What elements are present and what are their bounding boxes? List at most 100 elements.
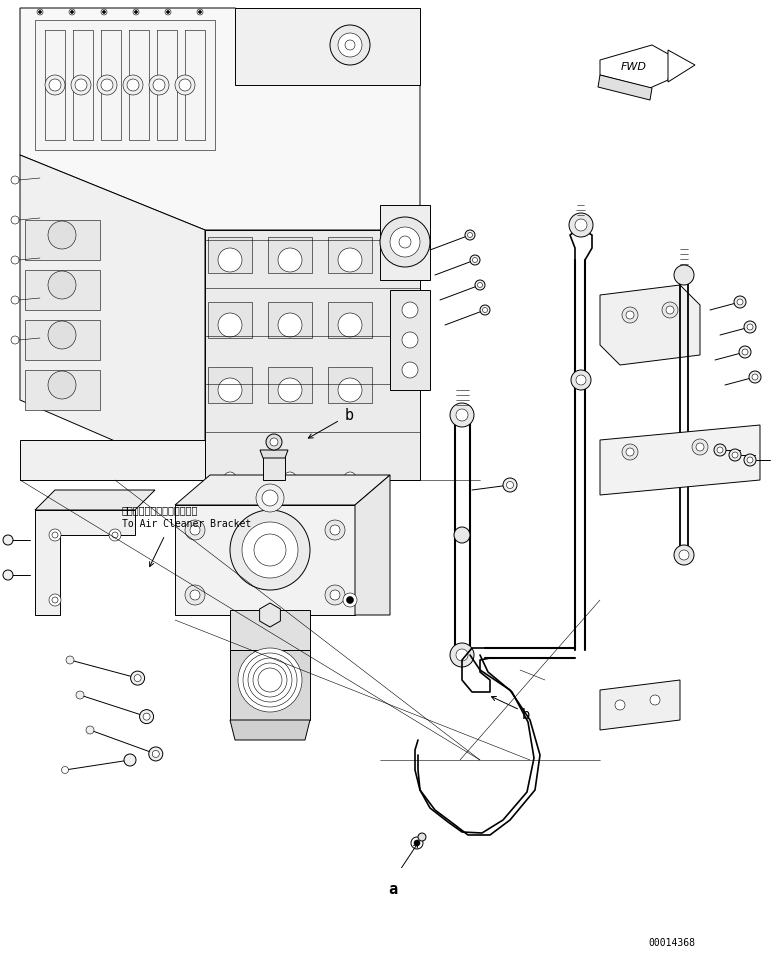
Circle shape — [402, 302, 418, 318]
Circle shape — [11, 176, 19, 184]
Text: 00014368: 00014368 — [648, 938, 695, 948]
Polygon shape — [328, 237, 372, 273]
Circle shape — [258, 668, 282, 692]
Circle shape — [747, 457, 753, 463]
Circle shape — [149, 747, 163, 761]
Circle shape — [622, 307, 638, 323]
Circle shape — [467, 232, 473, 238]
Circle shape — [143, 713, 150, 720]
Polygon shape — [25, 320, 100, 360]
Circle shape — [454, 527, 470, 543]
Circle shape — [402, 332, 418, 348]
Circle shape — [266, 434, 282, 450]
Text: b: b — [345, 408, 354, 422]
Circle shape — [11, 256, 19, 264]
Circle shape — [76, 691, 84, 699]
Polygon shape — [235, 8, 420, 85]
Circle shape — [744, 321, 756, 333]
Polygon shape — [260, 603, 280, 627]
Text: b: b — [522, 708, 530, 722]
Circle shape — [218, 378, 242, 402]
Circle shape — [450, 403, 474, 427]
Circle shape — [390, 227, 420, 257]
Circle shape — [330, 590, 340, 600]
Circle shape — [152, 751, 159, 757]
Circle shape — [338, 248, 362, 272]
Polygon shape — [600, 45, 670, 88]
Polygon shape — [355, 475, 390, 615]
Circle shape — [127, 79, 139, 91]
Circle shape — [109, 529, 121, 541]
Circle shape — [130, 671, 144, 685]
Polygon shape — [35, 490, 155, 510]
Circle shape — [749, 371, 761, 383]
Circle shape — [717, 447, 723, 453]
Circle shape — [662, 302, 678, 318]
Polygon shape — [25, 220, 100, 260]
Polygon shape — [268, 302, 312, 338]
Text: FWD: FWD — [621, 62, 647, 72]
Circle shape — [729, 449, 741, 461]
Circle shape — [197, 9, 203, 15]
Circle shape — [674, 545, 694, 565]
Circle shape — [253, 663, 287, 697]
Circle shape — [347, 597, 354, 604]
Circle shape — [475, 280, 485, 290]
Text: エアークリーナブラケットへ: エアークリーナブラケットへ — [122, 505, 199, 515]
Circle shape — [747, 324, 753, 330]
Circle shape — [270, 438, 278, 446]
Circle shape — [49, 529, 61, 541]
Circle shape — [380, 217, 430, 267]
Circle shape — [97, 75, 117, 95]
Polygon shape — [668, 50, 695, 82]
Circle shape — [48, 271, 76, 299]
Circle shape — [262, 490, 278, 506]
Polygon shape — [35, 510, 135, 615]
Circle shape — [243, 653, 297, 707]
Polygon shape — [20, 8, 420, 230]
Circle shape — [344, 472, 356, 484]
Circle shape — [71, 75, 91, 95]
Circle shape — [39, 11, 41, 13]
Circle shape — [338, 313, 362, 337]
Polygon shape — [175, 475, 390, 505]
Text: a: a — [389, 882, 397, 897]
Circle shape — [69, 9, 75, 15]
Circle shape — [242, 522, 298, 578]
Polygon shape — [600, 285, 700, 365]
Circle shape — [11, 296, 19, 304]
Circle shape — [622, 444, 638, 460]
Circle shape — [345, 40, 355, 50]
Circle shape — [167, 11, 169, 13]
Circle shape — [284, 472, 296, 484]
Circle shape — [325, 585, 345, 605]
Circle shape — [134, 11, 137, 13]
Circle shape — [11, 216, 19, 224]
Circle shape — [224, 472, 236, 484]
Circle shape — [714, 444, 726, 456]
Text: To Air Cleaner Bracket: To Air Cleaner Bracket — [122, 519, 251, 529]
Circle shape — [576, 375, 586, 385]
Circle shape — [52, 597, 58, 603]
Circle shape — [37, 9, 43, 15]
Circle shape — [75, 79, 87, 91]
Circle shape — [483, 308, 487, 312]
Circle shape — [626, 311, 634, 319]
Circle shape — [101, 9, 107, 15]
Circle shape — [503, 478, 517, 492]
Circle shape — [615, 700, 625, 710]
Polygon shape — [208, 237, 252, 273]
Polygon shape — [208, 302, 252, 338]
Circle shape — [86, 726, 94, 734]
Circle shape — [48, 221, 76, 249]
Polygon shape — [20, 155, 205, 480]
Circle shape — [238, 648, 302, 712]
Circle shape — [737, 299, 743, 305]
Circle shape — [744, 454, 756, 466]
Polygon shape — [328, 367, 372, 403]
Circle shape — [134, 674, 141, 682]
Circle shape — [254, 534, 286, 566]
Circle shape — [480, 305, 490, 315]
Circle shape — [190, 590, 200, 600]
Polygon shape — [598, 75, 652, 100]
